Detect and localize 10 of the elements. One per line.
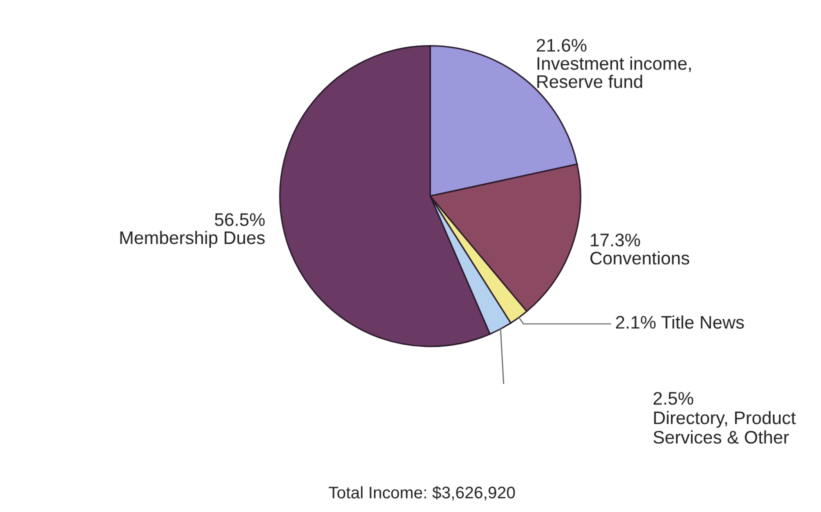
slice-label: Conventions bbox=[590, 251, 690, 265]
data-label: 17.3% bbox=[590, 234, 640, 246]
slice-label: Directory, Product Services & Other bbox=[654, 410, 796, 444]
slice-label: Membership Dues bbox=[120, 230, 265, 248]
data-label: 2.5% bbox=[654, 392, 694, 405]
slice-label: Investment income, Reserve fund bbox=[537, 56, 691, 88]
text: Total Income: $3,626,920 bbox=[328, 486, 515, 500]
data-label: 21.6% bbox=[536, 38, 586, 52]
data-label: 56.5% bbox=[214, 213, 265, 226]
slice-label: 2.1% Title News bbox=[616, 315, 744, 329]
